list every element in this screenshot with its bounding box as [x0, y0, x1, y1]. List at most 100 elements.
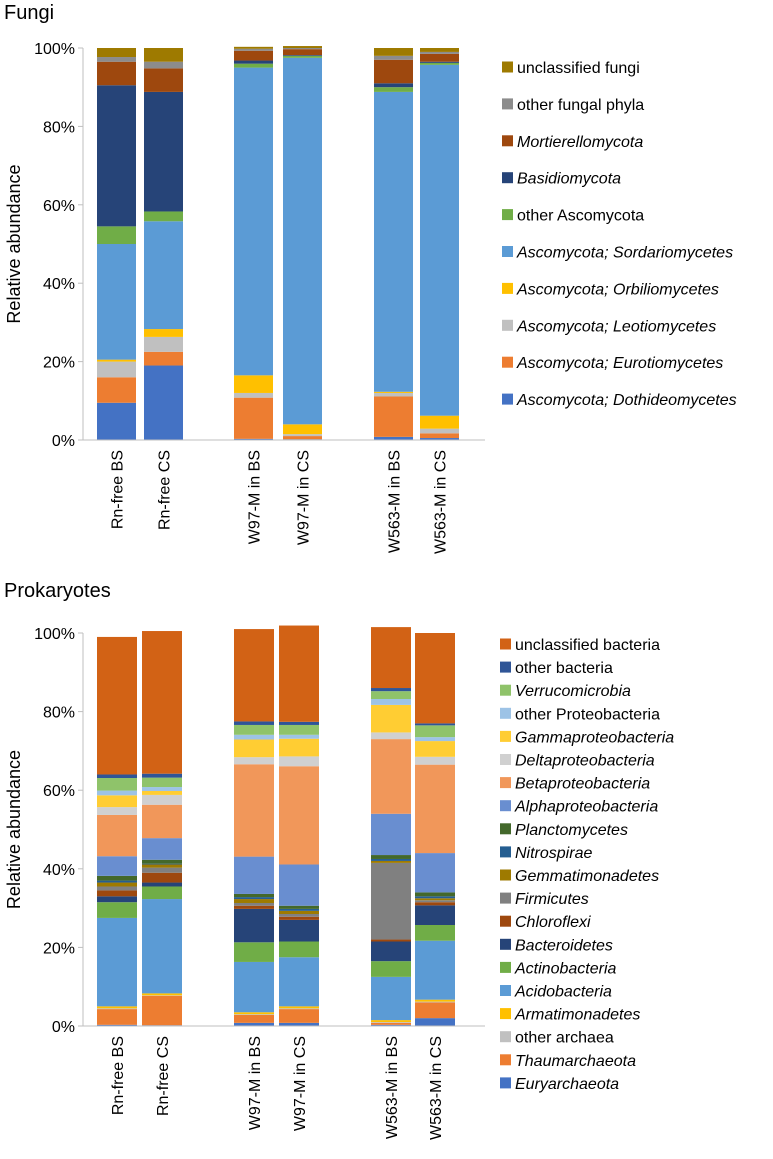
prokaryotes-bar-segment — [279, 919, 319, 942]
prokaryotes-bar-segment — [97, 896, 137, 903]
fungi-legend-label: other Ascomycota — [517, 208, 644, 225]
prokaryotes-bar-segment — [371, 961, 411, 977]
prokaryotes-bar-segment — [234, 721, 274, 725]
fungi-bar-segment — [420, 433, 459, 439]
fungi-y-tick-label: 20% — [43, 355, 75, 372]
prokaryotes-bar-segment — [415, 764, 455, 854]
prokaryotes-legend-label: Gemmatimonadetes — [515, 868, 659, 885]
prokaryotes-bar-segment — [97, 886, 137, 891]
prokaryotes-bar-segment — [279, 721, 319, 725]
fungi-chart-title: Fungi — [4, 2, 55, 24]
fungi-legend-label: Ascomycota; Eurotiomycetes — [516, 355, 723, 372]
prokaryotes-bar-segment — [279, 1022, 319, 1026]
prokaryotes-bar-segment — [279, 756, 319, 767]
prokaryotes-bar-segment — [97, 807, 137, 815]
fungi-category-label: W563-M in CS — [433, 450, 450, 554]
fungi-bar-segment — [283, 55, 322, 56]
prokaryotes-bar-segment — [142, 804, 182, 839]
prokaryotes-bar-segment — [142, 787, 182, 791]
prokaryotes-legend-label: Gammaproteobacteria — [515, 729, 674, 746]
prokaryotes-legend-label: Planctomycetes — [515, 822, 628, 839]
fungi-bar-segment — [374, 436, 413, 440]
fungi-y-tick-label: 60% — [43, 198, 75, 215]
prokaryotes-bar-segment — [279, 734, 319, 739]
prokaryotes-legend-label: Betaproteobacteria — [515, 776, 650, 793]
prokaryotes-legend-swatch — [500, 661, 511, 673]
prokaryotes-bar-segment — [415, 725, 455, 738]
fungi-bar-segment — [234, 392, 273, 398]
prokaryotes-legend-label: Euryarchaeota — [515, 1076, 619, 1093]
fungi-bar-segment — [144, 211, 183, 222]
fungi-bar-segment — [234, 397, 273, 439]
prokaryotes-bar-segment — [415, 940, 455, 1000]
fungi-bar-segment — [97, 361, 136, 378]
fungi-bar-segment — [283, 46, 322, 48]
fungi-legend-swatch — [502, 319, 513, 331]
prokaryotes-bar-segment — [234, 724, 274, 735]
fungi-legend-swatch — [502, 356, 513, 368]
fungi-bar-segment — [97, 85, 136, 227]
fungi-category-label: Rn-free BS — [110, 450, 127, 529]
prokaryotes-bar-segment — [371, 858, 411, 861]
fungi-bar-segment — [234, 60, 273, 64]
prokaryotes-legend-label: other archaea — [515, 1030, 614, 1047]
fungi-bar-segment — [374, 87, 413, 92]
prokaryotes-bar-segment — [142, 777, 182, 788]
fungi-y-tick-label: 40% — [43, 276, 75, 293]
prokaryotes-bar-segment — [415, 900, 455, 903]
prokaryotes-bar-segment — [234, 1012, 274, 1015]
prokaryotes-bar-segment — [234, 739, 274, 758]
prokaryotes-category-label: Rn-free BS — [110, 1036, 127, 1115]
prokaryotes-bar-segment — [142, 864, 182, 868]
prokaryotes-bar-segment — [234, 1014, 274, 1023]
prokaryotes-bar-segment — [415, 898, 455, 901]
prokaryotes-bar-segment — [371, 732, 411, 740]
prokaryotes-bar-segment — [279, 1009, 319, 1023]
prokaryotes-y-tick-label: 80% — [43, 705, 75, 722]
fungi-bar-segment — [144, 221, 183, 330]
prokaryotes-bar-segment — [371, 1022, 411, 1023]
prokaryotes-legend-label: Deltaproteobacteria — [515, 753, 655, 770]
fungi-bar-segment — [234, 48, 273, 51]
prokaryotes-legend-swatch — [500, 1077, 511, 1089]
fungi-bar-segment — [97, 61, 136, 86]
fungi-bar-segment — [97, 244, 136, 360]
fungi-bar-segment — [374, 48, 413, 56]
prokaryotes-legend-swatch — [500, 638, 511, 650]
prokaryotes-legend-swatch — [500, 684, 511, 696]
prokaryotes-bar-segment — [371, 860, 411, 863]
fungi-bar-segment — [144, 91, 183, 212]
prokaryotes-bar-segment — [234, 1014, 274, 1015]
prokaryotes-y-tick-label: 20% — [43, 940, 75, 957]
fungi-bar-segment — [283, 55, 322, 58]
prokaryotes-bar-segment — [415, 896, 455, 899]
prokaryotes-bar-segment — [279, 766, 319, 865]
fungi-bar-segment — [97, 57, 136, 62]
prokaryotes-bar-segment — [142, 773, 182, 778]
prokaryotes-bar-segment — [142, 899, 182, 994]
fungi-legend-swatch — [502, 172, 513, 184]
prokaryotes-legend-label: Actinobacteria — [514, 960, 616, 977]
prokaryotes-bar-segment — [97, 856, 137, 876]
fungi-legend-label: Mortierellomycota — [517, 134, 643, 151]
fungi-bar-segment — [234, 67, 273, 376]
fungi-bar-segment — [420, 48, 459, 52]
prokaryotes-legend-label: Thaumarchaeota — [515, 1053, 636, 1070]
fungi-y-tick-label: 100% — [34, 41, 75, 58]
prokaryotes-bar-segment — [415, 1002, 455, 1019]
prokaryotes-bar-segment — [234, 764, 274, 857]
prokaryotes-legend-label: Armatimonadetes — [514, 1007, 640, 1024]
prokaryotes-bar-segment — [97, 1006, 137, 1009]
prokaryotes-legend-label: unclassified bacteria — [515, 637, 660, 654]
prokaryotes-bar-segment — [371, 1024, 411, 1026]
fungi-bar-segment — [144, 351, 183, 366]
prokaryotes-bar-segment — [279, 905, 319, 909]
prokaryotes-bar-segment — [234, 856, 274, 894]
prokaryotes-bar-segment — [97, 814, 137, 857]
prokaryotes-bar-segment — [97, 902, 137, 918]
fungi-category-label: W97-M in BS — [247, 450, 264, 544]
prokaryotes-bar-segment — [234, 893, 274, 898]
prokaryotes-legend-label: Nitrospirae — [515, 845, 592, 862]
prokaryotes-legend-label: Chloroflexi — [515, 914, 591, 931]
prokaryotes-bar-segment — [415, 737, 455, 742]
